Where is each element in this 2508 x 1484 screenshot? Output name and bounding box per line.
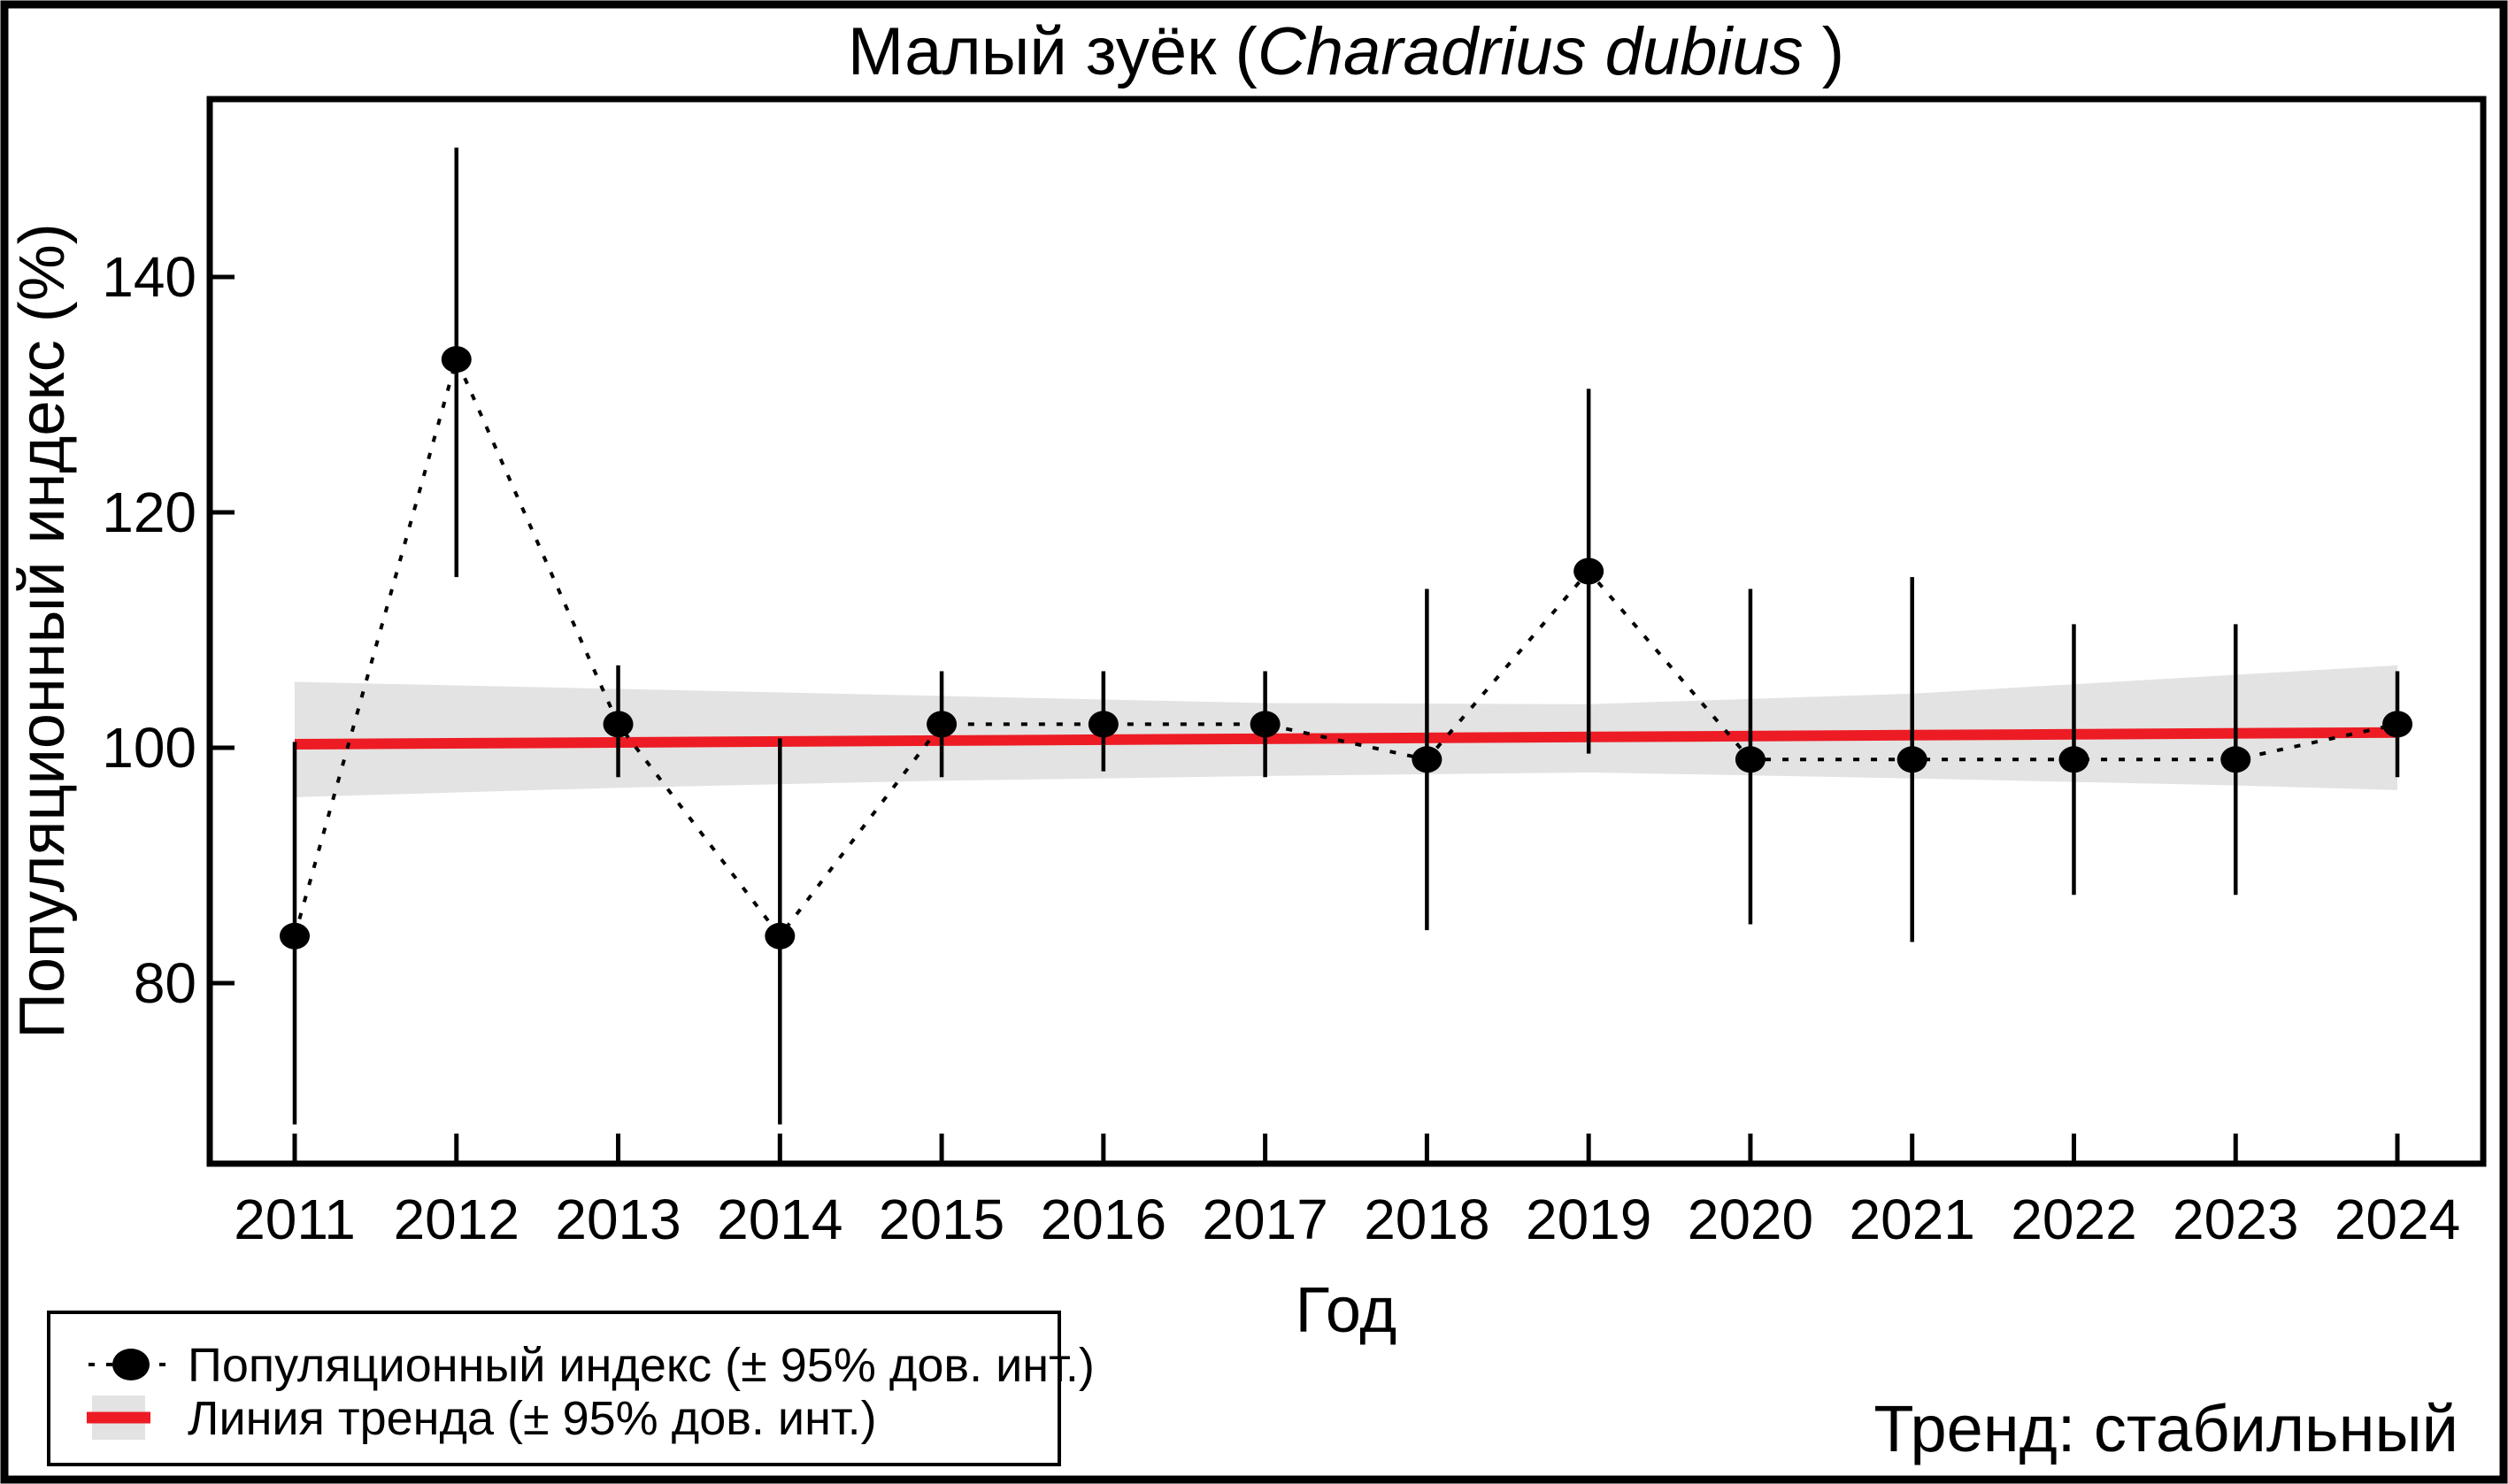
index-dotted-line bbox=[293, 354, 2398, 940]
data-point-2013 bbox=[603, 711, 634, 738]
x-tick-label-2022: 2022 bbox=[2011, 1188, 2136, 1251]
x-tick-label-2017: 2017 bbox=[1202, 1188, 1327, 1251]
trend-confidence-band bbox=[295, 665, 2398, 797]
chart-title-prefix: Малый зуёк ( bbox=[848, 14, 1258, 89]
x-tick-label-2015: 2015 bbox=[879, 1188, 1004, 1251]
data-point-2024 bbox=[2382, 711, 2413, 738]
data-point-2015 bbox=[927, 711, 958, 738]
data-point-2017 bbox=[1250, 711, 1281, 738]
x-tick-label-2021: 2021 bbox=[1850, 1188, 1975, 1251]
y-tick-label-120: 120 bbox=[102, 481, 196, 544]
trend-status-annotation: Тренд: стабильный bbox=[1873, 1392, 2458, 1465]
legend-item-trend-line: Линия тренда (± 95% дов. инт.) bbox=[87, 1392, 877, 1445]
legend-label-trend-line: Линия тренда (± 95% дов. инт.) bbox=[188, 1392, 877, 1445]
trend-line bbox=[294, 727, 2398, 750]
x-tick-label-2012: 2012 bbox=[394, 1188, 519, 1251]
x-tick-label-2020: 2020 bbox=[1688, 1188, 1813, 1251]
data-point-2019 bbox=[1573, 557, 1604, 585]
legend-label-population-index: Популяционный индекс (± 95% дов. инт.) bbox=[188, 1339, 1095, 1392]
data-point-2022 bbox=[2058, 746, 2089, 773]
data-point-layer bbox=[280, 346, 2413, 950]
data-point-2020 bbox=[1735, 746, 1766, 773]
data-point-2014 bbox=[765, 922, 796, 950]
x-tick-label-2023: 2023 bbox=[2173, 1188, 2298, 1251]
x-tick-label-2018: 2018 bbox=[1364, 1188, 1489, 1251]
legend-item-population-index: Популяционный индекс (± 95% дов. инт.) bbox=[88, 1339, 1095, 1392]
data-point-2018 bbox=[1412, 746, 1442, 773]
legend-box bbox=[47, 1311, 1061, 1466]
index-dotted-line-layer bbox=[293, 354, 2398, 940]
y-tick-label-80: 80 bbox=[134, 951, 196, 1015]
trend-line-layer bbox=[294, 727, 2398, 750]
data-point-2023 bbox=[2220, 746, 2251, 773]
y-axis-title: Популяционный индекс (%) bbox=[7, 223, 78, 1039]
x-tick-label-2016: 2016 bbox=[1041, 1188, 1166, 1251]
x-axis-layer: 2011 2012 2013 2014 2015 2016 2017 2018 2019 2020… bbox=[234, 1134, 2460, 1251]
chart-title: Малый зуёк (Charadrius dubius ) bbox=[848, 14, 1844, 89]
data-point-2011 bbox=[280, 922, 310, 950]
plot-box bbox=[206, 96, 2487, 1167]
x-axis-title: Год bbox=[1296, 1275, 1397, 1346]
legend-point-symbol bbox=[112, 1349, 150, 1380]
data-point-2012 bbox=[441, 346, 472, 373]
data-point-2021 bbox=[1896, 746, 1927, 773]
legend: Популяционный индекс (± 95% дов. инт.) Л… bbox=[47, 1311, 1095, 1466]
x-tick-label-2011: 2011 bbox=[234, 1188, 356, 1251]
x-tick-label-2024: 2024 bbox=[2335, 1188, 2460, 1251]
x-tick-label-2014: 2014 bbox=[717, 1188, 842, 1251]
y-tick-label-100: 100 bbox=[102, 716, 196, 780]
x-tick-label-2019: 2019 bbox=[1526, 1188, 1651, 1251]
data-point-2016 bbox=[1088, 711, 1119, 738]
y-axis-layer: 140 120 100 80 bbox=[102, 245, 235, 1015]
trend-confidence-band-layer bbox=[295, 665, 2398, 797]
x-tick-label-2013: 2013 bbox=[555, 1188, 681, 1251]
chart-title-species-name: Charadrius dubius bbox=[1258, 14, 1804, 89]
y-tick-label-140: 140 bbox=[102, 245, 196, 309]
chart-title-suffix: ) bbox=[1804, 14, 1844, 89]
error-bar-layer bbox=[292, 147, 2400, 1125]
